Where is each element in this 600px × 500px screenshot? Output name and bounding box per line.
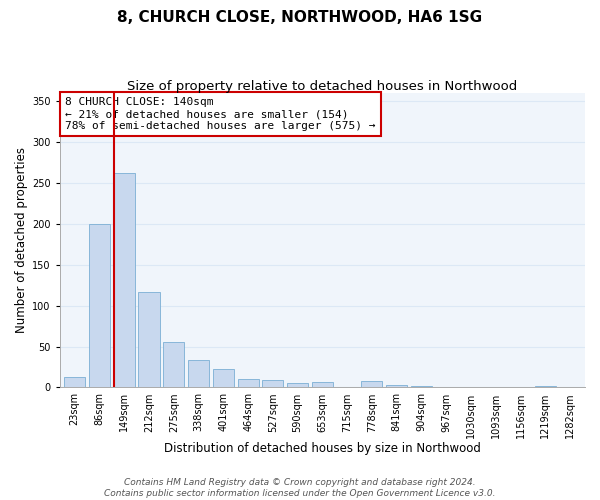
Title: Size of property relative to detached houses in Northwood: Size of property relative to detached ho…	[127, 80, 518, 93]
Bar	[64, 377, 85, 388]
Bar	[535, 386, 556, 388]
X-axis label: Distribution of detached houses by size in Northwood: Distribution of detached houses by size …	[164, 442, 481, 455]
Bar	[238, 380, 259, 388]
Bar	[411, 386, 432, 388]
Bar	[287, 382, 308, 388]
Bar	[163, 342, 184, 388]
Y-axis label: Number of detached properties: Number of detached properties	[15, 147, 28, 333]
Bar	[262, 380, 283, 388]
Bar	[139, 292, 160, 388]
Bar	[89, 224, 110, 388]
Text: 8, CHURCH CLOSE, NORTHWOOD, HA6 1SG: 8, CHURCH CLOSE, NORTHWOOD, HA6 1SG	[118, 10, 482, 25]
Text: 8 CHURCH CLOSE: 140sqm
← 21% of detached houses are smaller (154)
78% of semi-de: 8 CHURCH CLOSE: 140sqm ← 21% of detached…	[65, 98, 376, 130]
Bar	[113, 173, 135, 388]
Bar	[213, 368, 234, 388]
Bar	[188, 360, 209, 388]
Bar	[386, 385, 407, 388]
Text: Contains HM Land Registry data © Crown copyright and database right 2024.
Contai: Contains HM Land Registry data © Crown c…	[104, 478, 496, 498]
Bar	[361, 381, 382, 388]
Bar	[312, 382, 333, 388]
